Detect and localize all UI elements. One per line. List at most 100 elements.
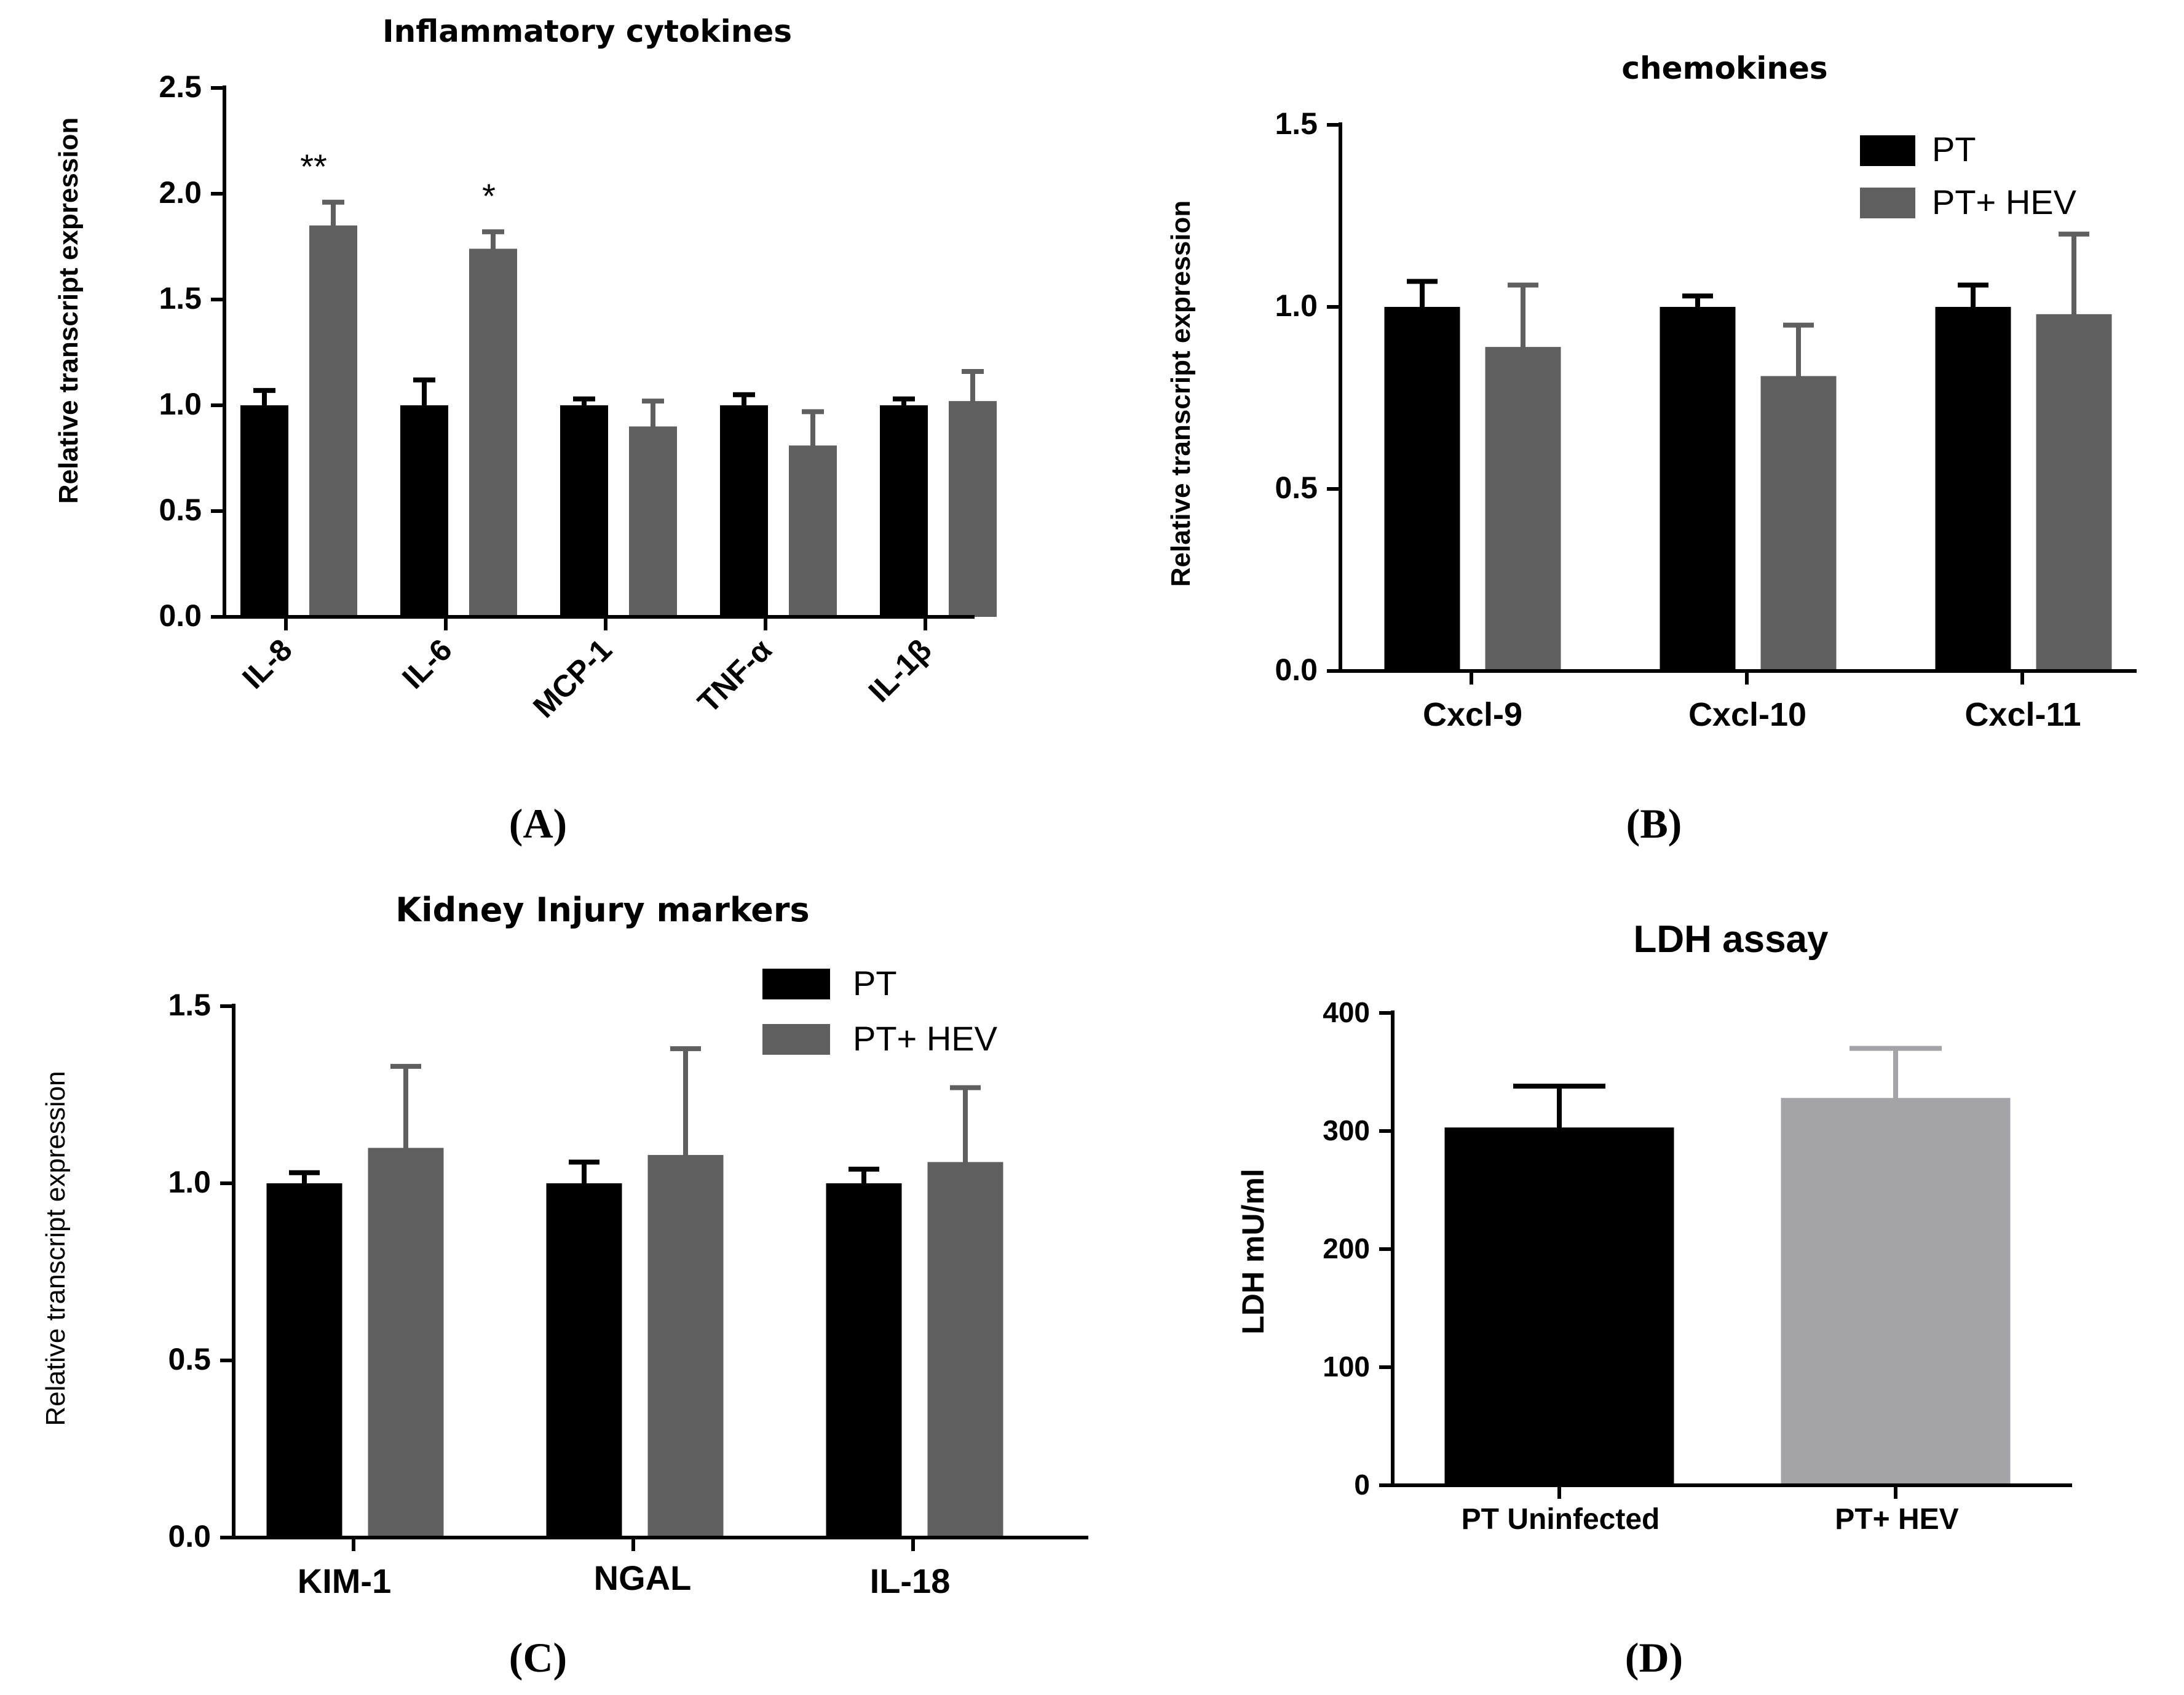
legend-label-pt: PT [1932,130,1976,169]
panel-c-axes [220,1004,1088,1551]
panel-c-x-labels: KIM-1 NGAL IL-18 [298,1558,951,1600]
panel-a-title: Inflammatory cytokines [382,14,792,49]
panel-b-ylabel: Relative transcript expression [1166,200,1196,587]
panel-b-xtick: Cxcl-10 [1688,696,1806,733]
bar [1485,347,1561,671]
bar [789,445,837,617]
panel-b-y-ticks: 0.0 0.5 1.0 1.5 [1275,106,1318,687]
panel-b-label: (B) [1626,800,1682,847]
bar [1760,376,1837,671]
panel-c-xtick: IL-18 [870,1562,951,1600]
panel-c-ylabel: Relative transcript expression [41,1071,71,1426]
panel-b-title: chemokines [1621,50,1827,86]
panel-a-x-labels: IL-8 IL-6 MCP-1 TNF-α IL-1β [235,632,938,724]
panel-c-ytick: 1.0 [168,1165,211,1199]
panel-b-x-labels: Cxcl-9 Cxcl-10 Cxcl-11 [1423,696,2081,733]
panel-a-axes [211,85,975,630]
panel-a-xtick: MCP-1 [526,632,619,724]
panel-c-ytick: 1.5 [168,988,211,1022]
panel-a-ytick: 2.0 [159,175,202,210]
bar [1384,307,1460,671]
panel-b-legend: PT PT+ HEV [1860,130,2077,221]
bar [629,426,677,617]
legend-swatch-pt [1860,135,1915,166]
bar [240,405,288,617]
legend-label-hev: PT+ HEV [1932,183,2077,221]
panel-d-xtick: PT Uninfected [1462,1503,1660,1536]
panel-a-ytick: 0.5 [159,493,202,527]
panel-b-ytick: 1.5 [1275,106,1318,141]
significance-mark: ** [300,147,327,186]
panel-c-ytick: 0.5 [168,1342,211,1376]
panel-c-ytick: 0.0 [168,1519,211,1554]
panel-b-xtick: Cxcl-11 [1964,696,2081,733]
panel-c-xtick: KIM-1 [298,1562,391,1600]
bar [880,405,928,617]
bar [1781,1098,2011,1485]
panel-a-xtick: IL-1β [862,632,938,709]
legend-label-pt: PT [853,964,897,1002]
legend-swatch-pt [762,969,830,999]
bar [560,405,608,617]
panel-c-label: (C) [509,1634,567,1681]
panel-c-legend: PT PT+ HEV [762,964,998,1058]
bar [469,248,517,617]
panel-d-ytick: 100 [1323,1351,1370,1383]
panel-d-label: (D) [1625,1634,1683,1681]
panel-a-significance: ** * [300,147,496,215]
panel-a-bars [240,199,997,617]
bar [720,405,768,617]
legend-label-hev: PT+ HEV [853,1019,998,1058]
bar [546,1183,622,1538]
panel-b-axes [1327,122,2137,685]
bar [309,225,357,617]
panel-a-ylabel: Relative transcript expression [53,117,84,504]
panel-d-ytick: 0 [1354,1469,1370,1501]
panel-a-ytick: 2.5 [159,69,202,104]
panel-d-axes [1379,1010,2072,1499]
bar [1444,1127,1674,1485]
bar [368,1148,444,1538]
panel-a-xtick: TNF-α [691,632,778,720]
panel-a-chart: Inflammatory cytokines Relative transcri… [53,14,997,847]
bar [927,1162,1003,1538]
panel-d-title: LDH assay [1633,918,1829,961]
panel-b-ytick: 0.0 [1275,653,1318,687]
panel-d-ytick: 200 [1323,1233,1370,1264]
bar [647,1154,724,1538]
panel-a-ytick: 1.0 [159,387,202,421]
panel-a-ytick: 1.5 [159,281,202,316]
panel-b-xtick: Cxcl-9 [1423,696,1522,733]
bar [2036,314,2112,672]
panel-c-y-ticks: 0.0 0.5 1.0 1.5 [168,988,211,1554]
panel-d-ylabel: LDH mU/ml [1236,1169,1270,1334]
panel-d-xtick: PT+ HEV [1835,1503,1958,1536]
panel-b-chart: chemokines Relative transcript expressio… [1166,50,2137,847]
panel-b-ytick: 0.5 [1275,470,1318,505]
panel-c-bars [266,1046,1003,1538]
panel-b-bars [1384,231,2112,672]
panel-d-ytick: 300 [1323,1114,1370,1146]
panel-a-label: (A) [509,800,567,847]
bar [1935,307,2011,671]
legend-swatch-hev [762,1024,830,1055]
panel-d-chart: LDH assay LDH mU/ml 0 100 200 300 400 PT… [1236,918,2072,1681]
panel-d-y-ticks: 0 100 200 300 400 [1323,996,1370,1501]
bar [826,1183,902,1538]
bar [949,401,997,617]
significance-mark: * [482,177,496,215]
panel-d-ytick: 400 [1323,996,1370,1028]
bar [266,1183,342,1538]
legend-swatch-hev [1860,188,1915,218]
panel-a-ytick: 0.0 [159,598,202,633]
bar [400,405,448,617]
panel-c-title: Kidney Injury markers [395,891,809,929]
panel-a-xtick: IL-8 [235,632,298,695]
panel-d-bars [1444,1046,2011,1485]
panel-c-chart: Kidney Injury markers Relative transcrip… [41,891,1088,1681]
panel-c-xtick: NGAL [594,1558,692,1597]
panel-b-ytick: 1.0 [1275,288,1318,323]
panel-a-y-ticks: 0.0 0.5 1.0 1.5 2.0 2.5 [159,69,202,633]
